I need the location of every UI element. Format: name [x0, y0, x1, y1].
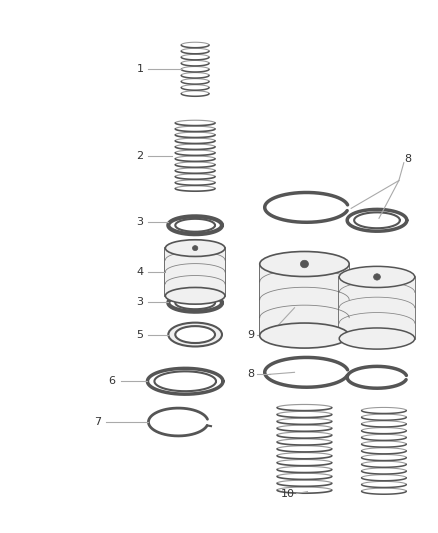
Ellipse shape	[339, 266, 415, 287]
Text: 9: 9	[247, 329, 255, 340]
Text: 10: 10	[280, 489, 294, 498]
Ellipse shape	[175, 326, 215, 343]
Ellipse shape	[165, 287, 225, 304]
Ellipse shape	[192, 246, 198, 251]
Ellipse shape	[165, 240, 225, 256]
Text: 6: 6	[109, 376, 116, 386]
Text: 1: 1	[137, 64, 144, 74]
Ellipse shape	[374, 274, 380, 280]
Ellipse shape	[168, 322, 222, 346]
Text: 8: 8	[404, 154, 411, 164]
Text: 3: 3	[137, 297, 144, 307]
Bar	[260, 264, 349, 336]
Text: 3: 3	[137, 217, 144, 227]
Text: 8: 8	[247, 369, 255, 379]
Text: 5: 5	[137, 329, 144, 340]
Ellipse shape	[339, 328, 415, 349]
Bar	[165, 248, 225, 296]
Ellipse shape	[260, 323, 349, 348]
Ellipse shape	[260, 252, 349, 277]
Text: 4: 4	[136, 267, 144, 277]
Bar	[339, 277, 415, 338]
Text: 2: 2	[136, 151, 144, 161]
Text: 7: 7	[94, 417, 101, 427]
Ellipse shape	[300, 260, 308, 268]
